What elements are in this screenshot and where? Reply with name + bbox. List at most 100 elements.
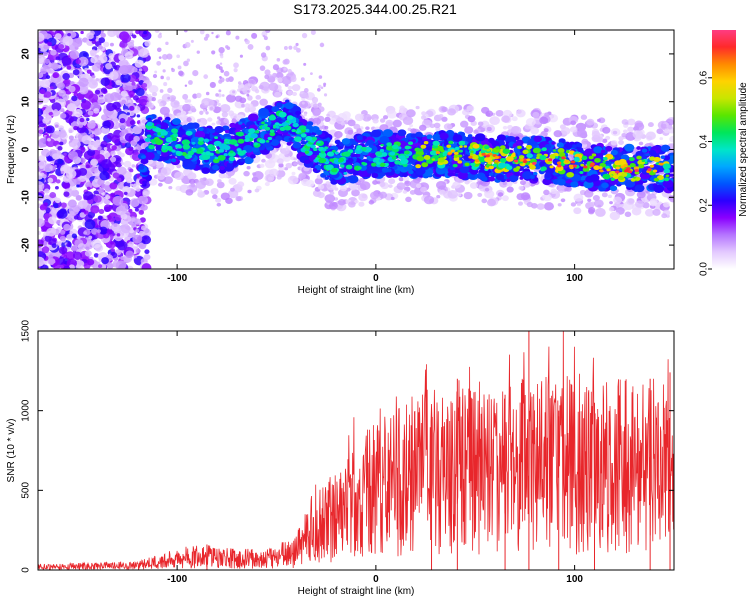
ridge-blob — [286, 141, 292, 146]
ridge-blob — [140, 158, 149, 165]
ridge-core — [185, 130, 193, 136]
halo-blob — [502, 181, 507, 186]
noise-blob — [138, 48, 150, 58]
ridge-core — [267, 136, 273, 141]
halo-blob — [362, 113, 372, 122]
ridge-core — [329, 158, 335, 162]
ridge-core — [331, 149, 336, 153]
ridge-core — [423, 154, 431, 160]
ridge-blob — [593, 146, 603, 154]
halo-blob — [353, 123, 361, 130]
halo-blob — [405, 196, 412, 203]
ridge-blob — [589, 174, 600, 182]
noise-blob — [78, 123, 84, 128]
halo-blob — [502, 125, 508, 130]
ridge-core — [618, 158, 627, 165]
ridge-core — [378, 158, 385, 163]
halo-blob — [365, 126, 370, 131]
halo-blob — [668, 195, 674, 203]
ridge-core — [594, 157, 601, 163]
halo-blob — [287, 90, 293, 95]
ridge-core — [602, 156, 608, 161]
noise-blob — [100, 77, 111, 86]
halo-blob — [565, 186, 572, 192]
halo-blob — [228, 177, 237, 185]
ridge-core — [448, 140, 454, 145]
halo-blob — [317, 87, 321, 92]
halo-blob — [226, 95, 233, 101]
halo-blob — [148, 178, 158, 186]
halo-blob — [195, 180, 206, 190]
noise-blob — [118, 55, 125, 61]
ridge-blob — [459, 165, 470, 174]
ridge-blob — [295, 110, 302, 116]
ridge-blob — [557, 178, 566, 186]
noise-blob — [139, 217, 146, 223]
ridge-blob — [186, 162, 196, 170]
halo-blob — [334, 197, 339, 201]
halo-blob — [299, 91, 304, 95]
noise-blob — [76, 184, 80, 188]
halo-blob — [609, 201, 613, 205]
ridge-blob — [358, 164, 367, 172]
noise-blob — [115, 260, 127, 269]
ridge-blob — [160, 151, 169, 157]
noise-blob — [98, 187, 105, 194]
halo-blob — [515, 109, 526, 118]
halo-blob — [263, 86, 269, 92]
ridge-core — [223, 138, 229, 143]
ridge-blob — [356, 135, 364, 141]
ridge-blob — [381, 167, 389, 173]
halo-blob — [645, 131, 656, 140]
noise-blob — [98, 226, 108, 235]
noise-blob — [141, 71, 146, 75]
noise-blob — [86, 32, 94, 40]
halo-blob — [223, 70, 230, 77]
ridge-core — [201, 154, 211, 160]
noise-blob — [87, 110, 94, 116]
noise-blob — [103, 41, 110, 48]
noise-blob — [67, 32, 71, 37]
halo-blob — [368, 200, 375, 205]
halo-blob — [241, 103, 245, 108]
noise-blob — [87, 79, 99, 89]
ridge-blob — [415, 167, 426, 176]
ridge-blob — [239, 158, 246, 163]
ridge-core — [144, 137, 151, 142]
halo-blob — [334, 131, 343, 139]
ridge-core — [273, 124, 277, 128]
noise-blob — [62, 72, 70, 80]
ridge-blob — [609, 185, 618, 192]
halo-blob — [218, 89, 222, 93]
noise-blob — [129, 198, 140, 208]
ridge-blob — [634, 184, 645, 193]
halo-blob — [510, 125, 522, 135]
noise-blob — [50, 31, 55, 36]
ridge-blob — [474, 133, 486, 142]
halo-blob — [605, 135, 611, 141]
ridge-blob — [600, 149, 606, 154]
ridge-blob — [346, 176, 353, 181]
halo-blob — [530, 127, 540, 135]
ridge-core — [433, 154, 440, 159]
noise-blob — [38, 155, 46, 162]
ridge-blob — [250, 154, 256, 159]
halo-blob — [550, 188, 558, 195]
halo-blob — [205, 33, 210, 38]
halo-blob — [656, 128, 664, 135]
halo-blob — [217, 116, 221, 120]
ridge-blob — [641, 168, 650, 175]
halo-blob — [183, 60, 189, 67]
ridge-blob — [330, 179, 338, 185]
halo-blob — [644, 208, 655, 217]
noise-blob — [133, 135, 140, 142]
halo-blob — [182, 93, 189, 100]
ridge-core — [319, 152, 327, 158]
halo-blob — [219, 75, 222, 79]
halo-blob — [160, 166, 172, 176]
noise-blob — [144, 249, 150, 255]
halo-blob — [301, 32, 308, 39]
halo-blob — [146, 101, 152, 107]
ridge-blob — [496, 134, 507, 142]
halo-blob — [318, 84, 322, 89]
